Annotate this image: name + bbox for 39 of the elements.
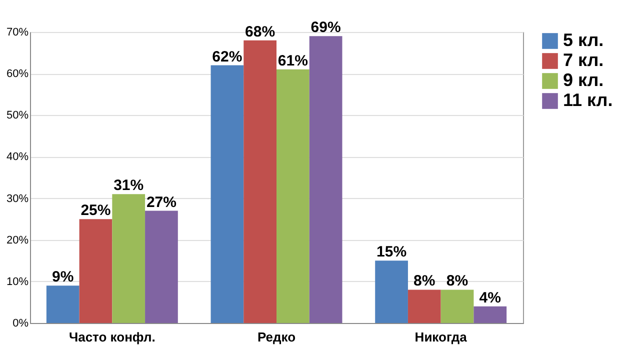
data-label: 8% [414, 272, 436, 290]
y-tick-label: 70% [6, 26, 29, 38]
data-label: 25% [80, 202, 111, 220]
bar [474, 306, 507, 323]
legend-label: 5 кл. [563, 30, 604, 50]
y-tick-label: 10% [6, 276, 29, 288]
bar [440, 290, 474, 323]
x-tick-label: Редко [257, 330, 296, 344]
data-label: 62% [212, 48, 242, 66]
data-label: 68% [245, 23, 276, 40]
bar [408, 290, 441, 323]
data-label: 8% [446, 272, 468, 290]
data-label: 69% [310, 19, 341, 36]
x-tick-label: Никогда [414, 330, 468, 344]
bar [210, 65, 244, 323]
bar [276, 69, 310, 323]
y-tick-label: 30% [6, 192, 29, 205]
data-label: 61% [278, 52, 308, 70]
legend-label: 11 кл. [563, 90, 613, 110]
bar [309, 36, 342, 323]
data-label: 15% [376, 244, 407, 261]
bar [46, 286, 80, 323]
data-label: 27% [146, 194, 176, 211]
data-label: 9% [52, 268, 74, 286]
bar [112, 194, 146, 323]
y-tick-label: 60% [6, 68, 29, 80]
y-tick-label: 40% [6, 151, 29, 164]
y-tick-label: 20% [6, 234, 29, 246]
legend-label: 9 кл. [563, 70, 604, 90]
x-tick-label: Часто конфл. [68, 330, 156, 344]
y-tick-label: 0% [12, 318, 29, 330]
bar [79, 219, 112, 323]
bar [375, 260, 408, 323]
bar [145, 210, 178, 323]
data-label: 31% [114, 177, 144, 194]
y-tick-label: 50% [6, 110, 29, 122]
data-label: 4% [479, 289, 501, 306]
legend-label: 7 кл. [563, 50, 604, 70]
bar [244, 40, 276, 323]
